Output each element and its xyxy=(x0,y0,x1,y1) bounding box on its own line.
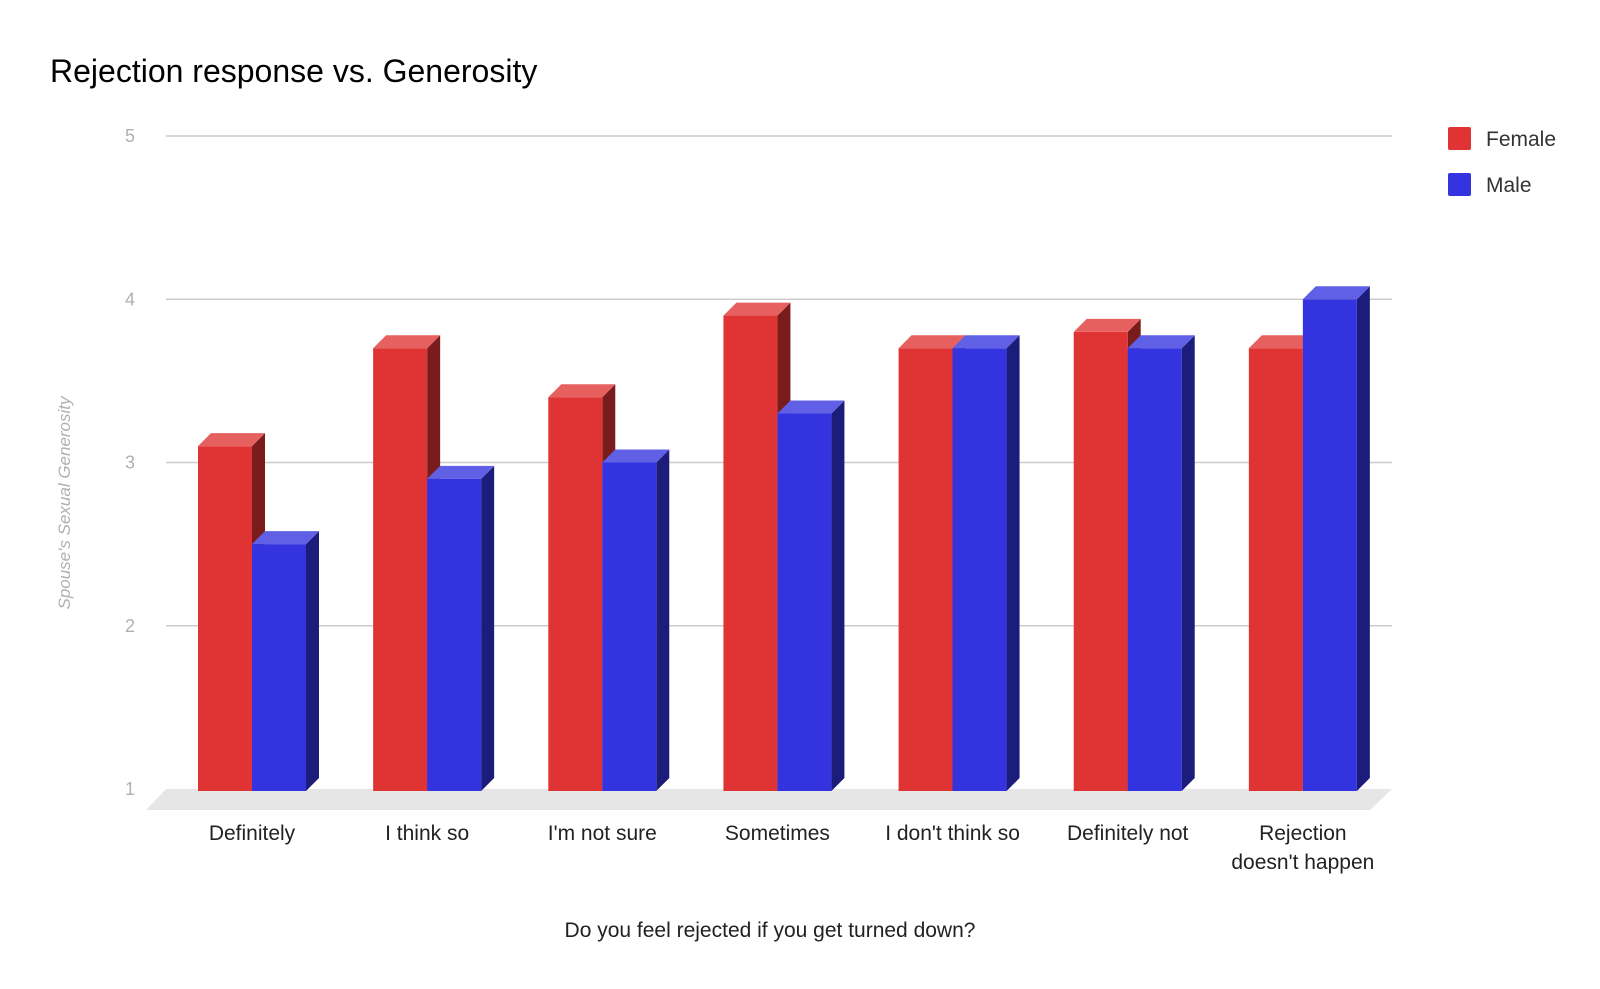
bar-top xyxy=(1302,286,1370,300)
y-axis-ticks: 1 2 3 4 5 xyxy=(125,126,135,799)
bar-side xyxy=(831,400,845,791)
bar-top xyxy=(373,335,441,349)
floor-plane xyxy=(146,789,1392,810)
bar-top xyxy=(198,433,265,447)
bar-front xyxy=(602,462,657,791)
bar-front xyxy=(427,478,482,791)
bar-side xyxy=(1006,335,1020,791)
bar-top xyxy=(548,384,616,398)
bar-side xyxy=(1181,335,1195,791)
legend-label: Female xyxy=(1486,128,1556,151)
x-category-label: Definitely xyxy=(209,822,296,845)
x-category-label-line: I think so xyxy=(385,822,469,845)
legend-item-male: Male xyxy=(1448,173,1532,197)
x-category-label: Rejection doesn't happen xyxy=(1231,822,1374,874)
x-category-label-line: Definitely not xyxy=(1067,822,1189,845)
x-category-label: I'm not sure xyxy=(548,822,657,845)
bar-side xyxy=(481,465,495,791)
y-tick-label: 4 xyxy=(125,289,135,309)
bar-male xyxy=(777,400,845,791)
x-category-label: Sometimes xyxy=(725,822,830,845)
chart-floor xyxy=(146,789,1392,810)
legend-item-female: Female xyxy=(1448,127,1556,151)
legend-swatch xyxy=(1448,127,1471,150)
bar-front xyxy=(1127,348,1182,791)
bar-male xyxy=(952,335,1020,791)
bar-front xyxy=(252,544,306,791)
y-tick-label: 2 xyxy=(125,616,135,636)
bar-top xyxy=(723,302,791,316)
bar-front xyxy=(1073,331,1128,791)
x-category-label-line: I'm not sure xyxy=(548,822,657,845)
bar-top xyxy=(1248,335,1316,349)
bars xyxy=(198,286,1370,791)
x-category-label: Definitely not xyxy=(1067,822,1189,845)
y-tick-label: 3 xyxy=(125,453,135,473)
bar-top xyxy=(427,465,495,479)
x-category-label-line: Definitely xyxy=(209,822,296,845)
y-axis-title: Spouse's Sexual Generosity xyxy=(55,395,74,610)
legend-label: Male xyxy=(1486,174,1532,197)
bar-front xyxy=(1302,299,1357,791)
y-tick-label: 5 xyxy=(125,126,135,146)
bar-male xyxy=(1127,335,1195,791)
bar-side xyxy=(1356,286,1370,791)
x-category-label: I think so xyxy=(385,822,469,845)
x-axis-title: Do you feel rejected if you get turned d… xyxy=(565,919,976,942)
bar-top xyxy=(898,335,966,349)
bar-male xyxy=(252,531,319,791)
bar-top xyxy=(602,449,670,463)
bar-male xyxy=(427,465,495,791)
legend: Female Male xyxy=(1448,127,1556,197)
bar-side xyxy=(656,449,670,791)
x-category-label-line: Rejection xyxy=(1259,822,1347,845)
bar-male xyxy=(1302,286,1370,791)
bar-front xyxy=(1248,348,1303,791)
bar-top xyxy=(1073,318,1141,332)
legend-swatch xyxy=(1448,173,1471,196)
x-category-label: I don't think so xyxy=(885,822,1020,845)
bar-top xyxy=(1127,335,1195,349)
bar-front xyxy=(898,348,953,791)
x-category-label-line: I don't think so xyxy=(885,822,1020,845)
bar-front xyxy=(777,413,832,791)
x-axis-categories: Definitely I think so I'm not sure Sometime… xyxy=(209,822,1375,874)
bar-front xyxy=(723,315,778,791)
bar-male xyxy=(602,449,670,791)
bar-front xyxy=(952,348,1007,791)
y-tick-label: 1 xyxy=(125,779,135,799)
bar-top xyxy=(252,531,319,545)
bar-front xyxy=(198,446,252,791)
x-category-label-line: Sometimes xyxy=(725,822,830,845)
bar-front xyxy=(373,348,428,791)
x-category-label-line: doesn't happen xyxy=(1231,851,1374,874)
bar-front xyxy=(548,397,603,791)
bar-top xyxy=(952,335,1020,349)
bar-side xyxy=(306,531,319,791)
bar-top xyxy=(777,400,845,414)
chart-title: Rejection response vs. Generosity xyxy=(50,53,537,89)
